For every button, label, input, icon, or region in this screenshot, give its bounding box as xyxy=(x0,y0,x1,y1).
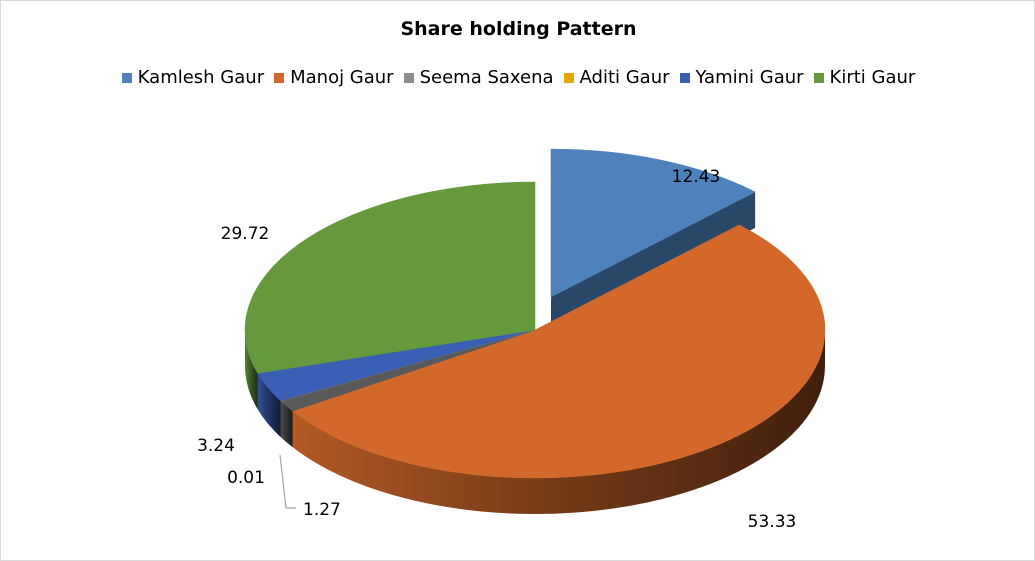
legend-swatch xyxy=(679,72,690,83)
chart-title: Share holding Pattern xyxy=(400,18,637,40)
data-label-yamini-gaur: 3.24 xyxy=(197,436,235,456)
pie-slice-manoj-gaur xyxy=(291,224,826,479)
legend-item-seema-saxena: Seema Saxena xyxy=(403,67,554,88)
pie-slice-kamlesh-gaur xyxy=(550,148,756,298)
legend-label: Aditi Gaur xyxy=(579,67,670,88)
data-labels: 12.43 53.33 1.27 0.01 3.24 29.72 xyxy=(197,167,796,532)
data-label-kirti-gaur: 29.72 xyxy=(221,224,270,244)
slice-side-seema-saxena xyxy=(280,401,293,448)
slice-side-kirti-gaur xyxy=(245,330,258,410)
legend-item-aditi-gaur: Aditi Gaur xyxy=(563,67,670,88)
legend-swatch xyxy=(813,72,824,83)
data-label-seema-saxena: 1.27 xyxy=(303,500,341,520)
legend: Kamlesh Gaur Manoj Gaur Seema Saxena Adi… xyxy=(1,67,1035,88)
legend-swatch xyxy=(121,72,132,83)
legend-label: Yamini Gaur xyxy=(695,67,804,88)
legend-label: Kirti Gaur xyxy=(829,67,916,88)
legend-item-kamlesh-gaur: Kamlesh Gaur xyxy=(121,67,265,88)
legend-label: Seema Saxena xyxy=(419,67,554,88)
legend-swatch xyxy=(403,72,414,83)
legend-item-kirti-gaur: Kirti Gaur xyxy=(813,67,916,88)
pie-slice-kirti-gaur xyxy=(244,181,536,374)
legend-item-yamini-gaur: Yamini Gaur xyxy=(679,67,804,88)
pie-top-faces xyxy=(244,148,826,479)
data-label-manoj-gaur: 53.33 xyxy=(748,512,797,532)
legend-label: Kamlesh Gaur xyxy=(137,67,265,88)
slice-side-manoj-gaur xyxy=(292,330,825,514)
legend-item-manoj-gaur: Manoj Gaur xyxy=(274,67,394,88)
slice-side-yamini-gaur xyxy=(257,373,281,437)
leader-line xyxy=(279,454,296,509)
data-label-kamlesh-gaur: 12.43 xyxy=(672,167,721,187)
data-label-aditi-gaur: 0.01 xyxy=(227,468,265,488)
legend-label: Manoj Gaur xyxy=(290,67,394,88)
legend-swatch xyxy=(563,72,574,83)
legend-swatch xyxy=(274,72,285,83)
